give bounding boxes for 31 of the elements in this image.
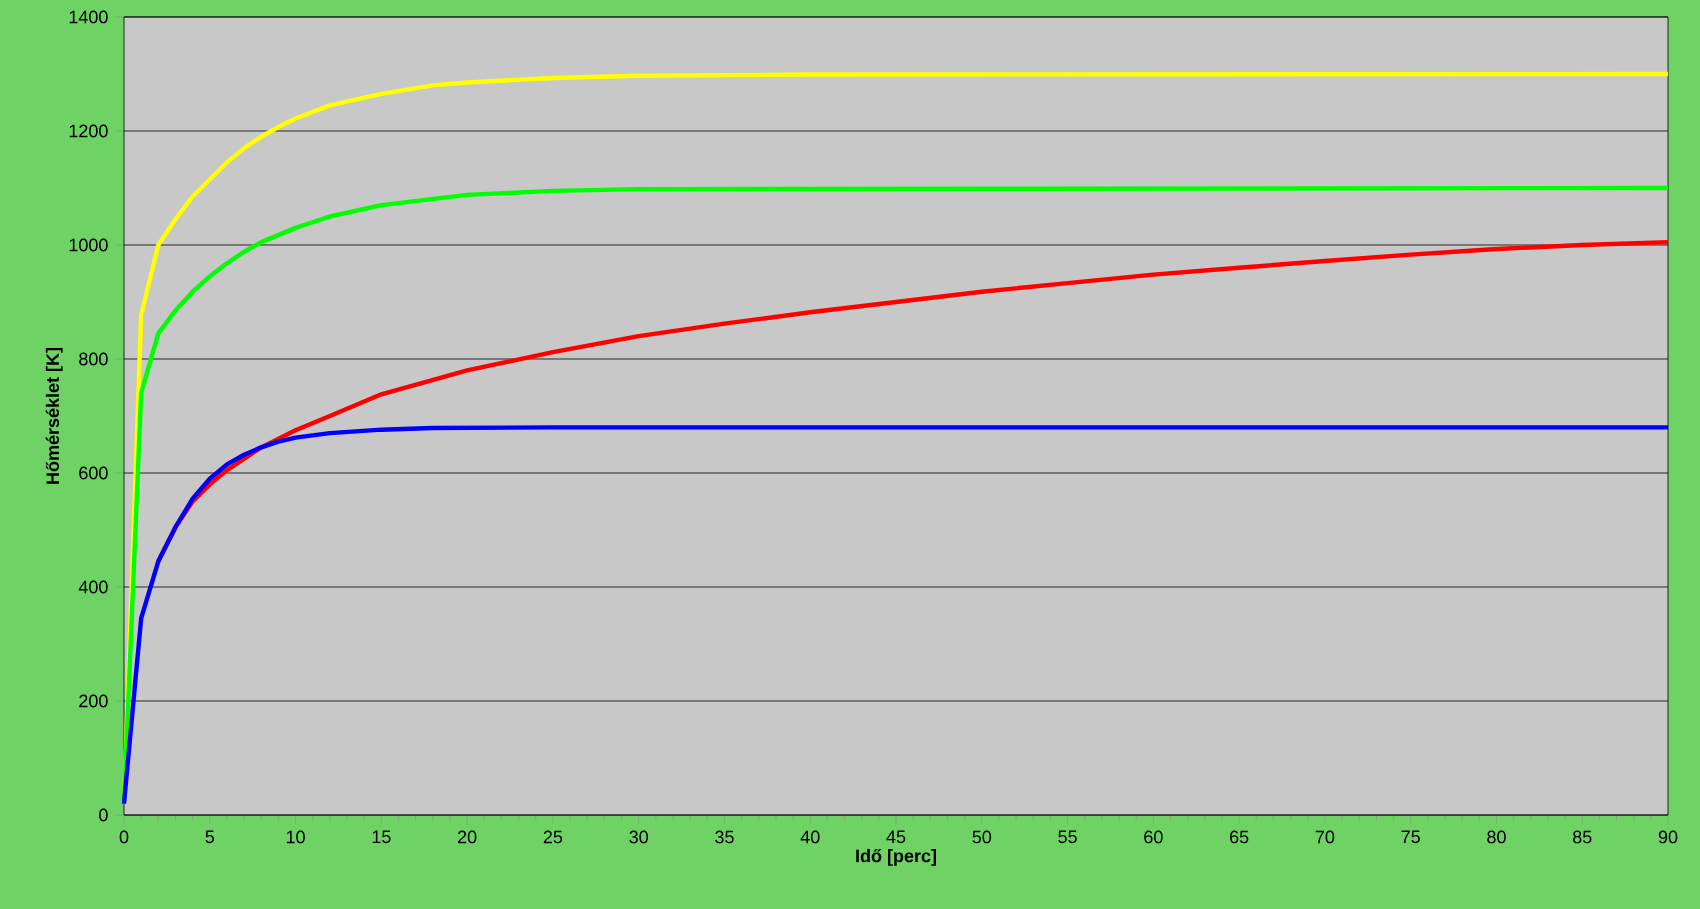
x-tick-label: 65	[1230, 830, 1249, 844]
x-tick-label: 90	[1658, 830, 1678, 844]
x-tick-label: 35	[715, 830, 734, 844]
x-axis-title: Idő [perc]	[856, 849, 936, 866]
x-tick-label: 55	[1058, 830, 1077, 844]
y-tick-label: 0	[99, 808, 108, 822]
x-tick-label: 0	[119, 830, 129, 844]
x-tick-label: 5	[205, 830, 215, 844]
x-tick-label: 10	[286, 830, 305, 844]
x-tick-label: 75	[1401, 830, 1420, 844]
x-tick-label: 15	[372, 830, 391, 844]
y-tick-label: 400	[78, 580, 108, 594]
x-tick-label: 25	[543, 830, 563, 844]
y-tick-label: 600	[79, 466, 108, 480]
x-tick-label: 30	[629, 830, 648, 844]
y-axis-title: Hőmérséklet [K]	[45, 348, 63, 484]
x-tick-label: 20	[458, 830, 477, 844]
y-tick-label: 200	[79, 694, 108, 708]
x-tick-label: 70	[1315, 830, 1335, 844]
y-tick-label: 1400	[69, 10, 108, 24]
line-series	[121, 185, 1671, 806]
x-tick-label: 50	[972, 830, 992, 844]
x-tick-label: 45	[886, 830, 906, 844]
x-tick-label: 40	[800, 830, 820, 844]
x-tick-label: 60	[1144, 830, 1163, 844]
y-tick-label: 1000	[69, 238, 108, 252]
y-tick-label: 1200	[69, 124, 108, 138]
y-tick-label: 800	[79, 352, 108, 366]
line-series	[121, 425, 1671, 806]
x-tick-label: 80	[1487, 830, 1506, 844]
x-tick-label: 85	[1573, 830, 1592, 844]
